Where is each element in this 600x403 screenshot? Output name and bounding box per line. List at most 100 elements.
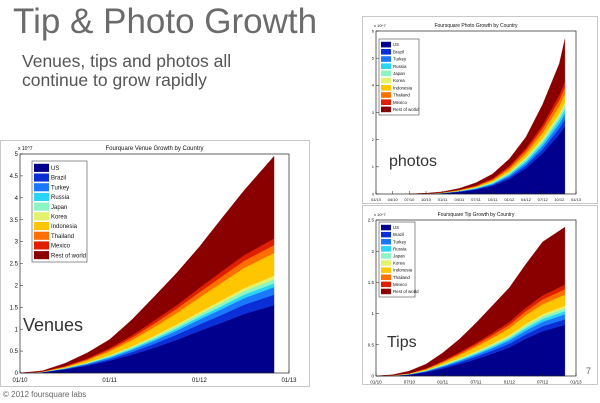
tip-x-tick-label: 01/10 — [370, 380, 382, 385]
photo-legend-swatch-russia — [381, 63, 391, 69]
tip-legend-label-mexico: Mexico — [393, 282, 407, 287]
photo-x-tick-label: 01/12 — [504, 197, 515, 202]
tip-y-tick-label: 0 — [371, 374, 374, 379]
photo-legend-label-rest-of-world: Rest of world — [393, 107, 419, 112]
photo-y-tick-label: 4 — [372, 83, 375, 88]
tip-x-tick-label: 07/11 — [471, 380, 482, 385]
venue-legend-label-brazil: Brazil — [51, 176, 66, 182]
photo-x-tick-label: 04/11 — [454, 197, 464, 202]
venue-growth-chart: Fourquare Venue Growth by Country x 10^7 0… — [0, 140, 310, 387]
photo-y-tick-label: 6 — [372, 28, 375, 33]
tip-legend-swatch-brazil — [381, 231, 391, 238]
venue-legend-swatch-russia — [34, 192, 49, 201]
photo-y-tick-label: 1 — [372, 164, 375, 169]
tip-legend-swatch-korea — [381, 260, 391, 266]
tip-x-tick-label: 01/11 — [437, 380, 448, 385]
tip-y-tick-label: 1 — [371, 311, 374, 316]
photo-legend-swatch-mexico — [381, 99, 391, 105]
tip-legend-label-rest-of-world: Rest of world — [393, 289, 419, 294]
venue-y-tick-label: 2.5 — [10, 262, 19, 268]
photo-legend-label-brazil: Brazil — [393, 49, 404, 54]
venue-y-tick-label: 1.5 — [10, 305, 19, 311]
photo-legend-swatch-indonesia — [381, 85, 391, 91]
photo-exponent-label: x 10^7 — [374, 23, 386, 28]
slide-subtitle: Venues, tips and photos all continue to … — [22, 51, 232, 90]
photo-legend-label-mexico: Mexico — [393, 100, 407, 105]
venue-legend-label-us: US — [51, 166, 59, 172]
venue-legend-label-japan: Japan — [51, 205, 67, 211]
photo-legend-label-indonesia: Indonesia — [393, 85, 413, 90]
photos-label: photos — [389, 153, 438, 170]
photo-legend-label-us: US — [393, 42, 399, 47]
venue-y-tick-label: 0 — [15, 371, 19, 377]
photo-legend-swatch-rest-of-world — [381, 106, 391, 113]
tip-legend-label-japan: Japan — [393, 254, 406, 259]
tip-legend-label-indonesia: Indonesia — [393, 268, 413, 273]
tip-area-rest-of-world — [375, 226, 566, 377]
photo-area-rest-of-world — [409, 39, 566, 195]
venue-x-tick-label: 01/10 — [12, 378, 28, 384]
venue-chart-plot: Fourquare Venue Growth by Country x 10^7 0… — [10, 146, 298, 384]
slide-title: Tip & Photo Growth — [13, 2, 318, 41]
tip-x-tick-label: 07/10 — [404, 380, 416, 385]
venue-x-tick-label: 01/13 — [281, 378, 297, 384]
tip-legend-swatch-us — [381, 224, 391, 231]
tip-legend-swatch-rest-of-world — [381, 288, 391, 295]
venue-y-tick-label: 4.5 — [10, 174, 19, 180]
photo-legend-swatch-turkey — [381, 56, 391, 62]
photo-legend-label-turkey: Turkey — [393, 57, 407, 62]
slide-number: 7 — [586, 366, 592, 376]
venue-legend-label-mexico: Mexico — [51, 244, 71, 250]
venue-legend-swatch-brazil — [34, 173, 49, 182]
venue-x-tick-label: 01/11 — [102, 378, 117, 384]
venue-y-tick-label: 2 — [15, 284, 19, 290]
photo-legend-label-korea: Korea — [393, 78, 405, 83]
photo-x-tick-label: 01/13 — [571, 197, 582, 202]
photo-x-tick-label: 07/12 — [538, 197, 549, 202]
photo-y-tick-label: 2 — [372, 137, 375, 142]
venue-legend-label-russia: Russia — [51, 195, 70, 201]
photo-chart-plot: Foursquare Photo Growth by Country x 10^7… — [371, 23, 582, 202]
tip-x-tick-label: 01/12 — [504, 380, 516, 385]
venue-area-rest-of-world — [19, 155, 275, 374]
photo-y-tick-label: 0 — [372, 191, 375, 196]
venue-legend-label-korea: Korea — [51, 214, 68, 220]
photo-legend-swatch-japan — [381, 70, 391, 77]
venue-y-tick-label: 0.5 — [10, 349, 19, 355]
venue-legend-swatch-turkey — [34, 183, 49, 192]
venue-y-tick-label: 3 — [15, 240, 19, 246]
photo-x-tick-label: 07/11 — [471, 197, 481, 202]
venue-chart-title: Fourquare Venue Growth by Country — [105, 146, 203, 152]
photo-x-tick-label: 10/10 — [421, 197, 432, 202]
photo-x-tick-label: 10/11 — [488, 197, 498, 202]
venue-x-tick-label: 01/12 — [192, 378, 208, 384]
tips-label: Tips — [387, 334, 417, 351]
photo-chart-title: Foursquare Photo Growth by Country — [434, 23, 518, 29]
photo-legend-swatch-korea — [381, 77, 391, 84]
venue-legend-label-indonesia: Indonesia — [51, 224, 78, 230]
photo-legend-swatch-brazil — [381, 49, 391, 55]
venue-y-tick-label: 3.5 — [10, 218, 19, 224]
photo-x-tick-label: 07/10 — [404, 197, 415, 202]
tip-legend-swatch-turkey — [381, 239, 391, 245]
photo-y-tick-label: 5 — [372, 56, 375, 61]
tip-legend-label-us: US — [393, 225, 399, 230]
photo-x-tick-label: 04/10 — [388, 197, 399, 202]
photo-x-tick-label: 01/10 — [371, 197, 382, 202]
photo-legend-swatch-thailand — [381, 92, 391, 98]
venue-legend-swatch-japan — [34, 202, 49, 211]
venue-legend-swatch-rest-of-world — [34, 251, 49, 260]
venue-legend-swatch-us — [34, 163, 49, 172]
tip-x-tick-label: 07/12 — [537, 380, 549, 385]
venue-legend-swatch-indonesia — [34, 222, 49, 231]
tip-legend-label-russia: Russia — [393, 246, 407, 251]
venues-label: Venues — [23, 315, 84, 335]
tip-legend-swatch-thailand — [381, 274, 391, 280]
tip-exponent-label: x 10^7 — [374, 212, 386, 217]
tip-legend-swatch-indonesia — [381, 267, 391, 273]
copyright-text: © 2012 foursquare labs — [3, 390, 87, 399]
venue-y-tick-label: 5 — [15, 152, 19, 158]
tip-legend-label-turkey: Turkey — [393, 239, 407, 244]
tip-legend-swatch-mexico — [381, 281, 391, 288]
